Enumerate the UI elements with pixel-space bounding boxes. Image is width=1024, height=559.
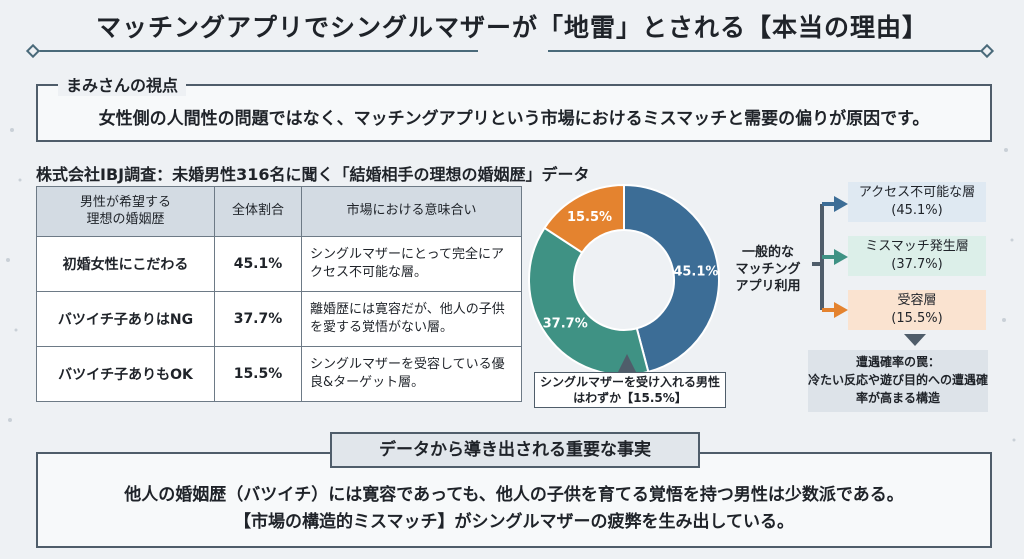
row-category: バツイチ子ありはNG [36,291,215,347]
title-divider-right [548,50,988,52]
encounter-trap-box: 遭遇確率の罠： 冷たい反応や遊び目的への遭遇確率が高まる構造 [808,350,988,412]
facts-text: 他人の婚姻歴（バツイチ）には寛容であっても、他人の子供を育てる覚悟を持つ男性は少… [36,482,992,536]
slice-no-children [528,226,650,376]
facts-label: データから導き出される重要な事実 [330,432,700,468]
callout-pointer [618,354,636,372]
diamond-ornament-left [25,43,41,59]
layer-pct: (37.7%) [891,257,943,272]
slice-label: 37.7% [543,316,588,331]
layer-inaccessible: アクセス不可能な層 (45.1%) [848,182,986,222]
donut-chart: 45.1% 37.7% 15.5% [524,180,724,380]
layer-pct: (45.1%) [891,203,943,218]
facts-line-1: 他人の婚姻歴（バツイチ）には寛容であっても、他人の子供を育てる覚悟を持つ男性は少… [124,485,904,505]
callout-box: シングルマザーを受け入れる男性はわずか【15.5%】 [534,372,726,408]
survey-title: 株式会社IBJ調査：未婚男性316名に聞く「結婚相手の理想の婚姻歴」データ [36,165,590,184]
pov-text: 女性側の人間性の問題ではなく、マッチングアプリという市場におけるミスマッチと需要… [98,109,930,129]
table-header-row: 男性が希望する 理想の婚姻歴 全体割合 市場における意味合い [36,186,522,237]
header-ideal-history: 男性が希望する 理想の婚姻歴 [36,186,215,237]
row-meaning: シングルマザーを受容している優良&ターゲット層。 [301,346,522,402]
row-meaning: シングルマザーにとって完全にアクセス不可能な層。 [301,236,522,292]
layer-accepting: 受容層 (15.5%) [848,290,986,330]
table-row: バツイチ子ありはNG 37.7% 離婚歴には寛容だが、他人の子供を愛する覚悟がな… [36,291,522,347]
row-share: 15.5% [214,346,302,402]
layer-pct: (15.5%) [891,311,943,326]
general-usage-label: 一般的な マッチング アプリ利用 [735,245,801,294]
table-row: バツイチ子ありもOK 15.5% シングルマザーを受容している優良&ターゲット層… [36,346,522,402]
diamond-ornament-right [979,43,995,59]
title-divider-left [36,50,478,52]
layer-name: ミスマッチ発生層 [865,239,969,254]
pov-box [36,84,992,142]
pov-label: まみさんの視点 [58,72,187,96]
header-share: 全体割合 [214,186,302,237]
table-row: 初婚女性にこだわる 45.1% シングルマザーにとって完全にアクセス不可能な層。 [36,236,522,292]
layer-mismatch: ミスマッチ発生層 (37.7%) [848,236,986,276]
row-category: 初婚女性にこだわる [36,236,215,292]
marriage-history-table: 男性が希望する 理想の婚姻歴 全体割合 市場における意味合い 初婚女性にこだわる… [36,186,522,402]
layer-name: アクセス不可能な層 [858,185,976,200]
facts-box [36,452,992,548]
page-title: マッチングアプリでシングルマザーが「地雷」とされる【本当の理由】 [95,13,928,42]
slice-children-ok [543,183,625,254]
slice-label: 15.5% [567,210,612,225]
donut-chart-svg: 45.1% 37.7% 15.5% [528,183,720,376]
row-share: 37.7% [214,291,302,347]
layer-name: 受容層 [897,293,937,308]
row-share: 45.1% [214,236,302,292]
row-meaning: 離婚歴には寛容だが、他人の子供を愛する覚悟がない層。 [301,291,522,347]
facts-line-2: 【市場の構造的ミスマッチ】がシングルマザーの疲弊を生み出している。 [234,512,794,532]
slice-first-marriage [623,183,720,374]
header-meaning: 市場における意味合い [301,186,522,237]
slice-label: 45.1% [673,265,718,280]
row-category: バツイチ子ありもOK [36,346,215,402]
